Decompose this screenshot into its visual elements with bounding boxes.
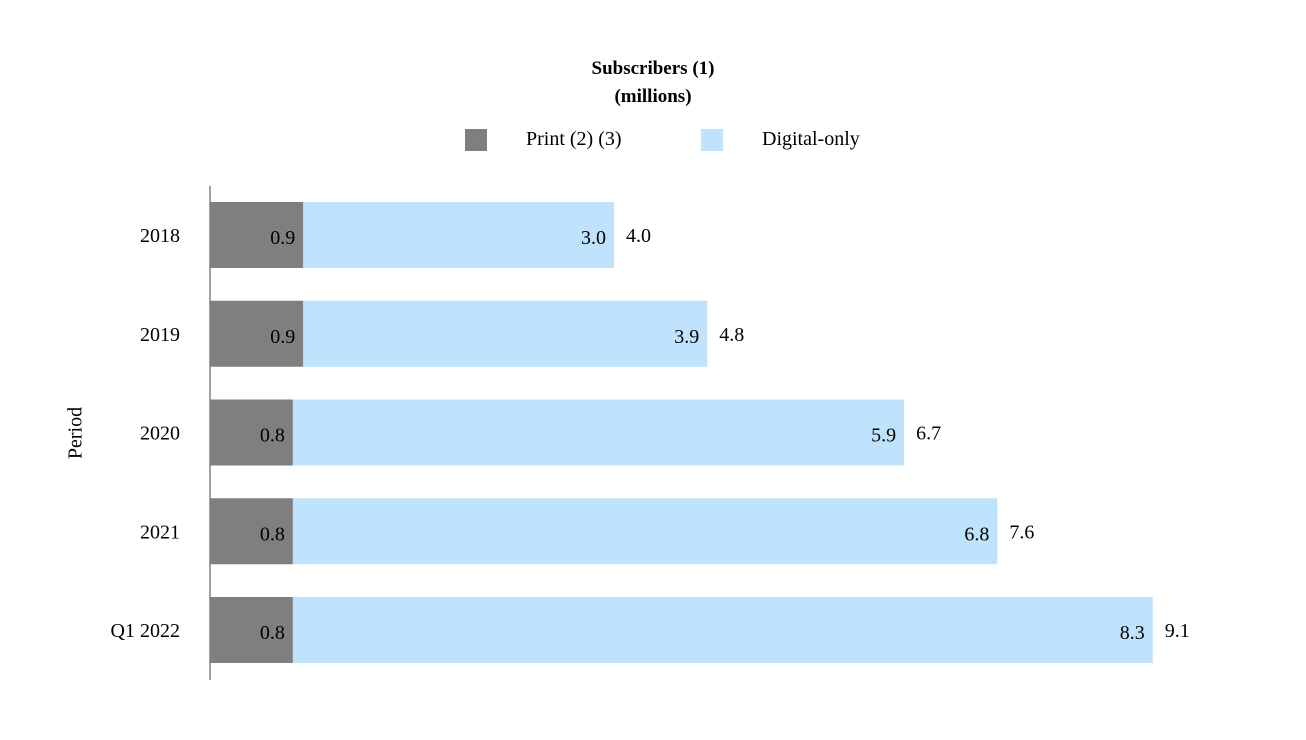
bar-print	[210, 202, 304, 268]
data-label: 6.8	[964, 523, 989, 545]
y-tick-label: Q1 2022	[111, 620, 180, 642]
data-label: 3.0	[581, 227, 606, 249]
bar-print	[210, 300, 304, 367]
bar-digital	[303, 300, 708, 367]
data-label: 0.9	[270, 227, 295, 249]
y-tick-label: 2021	[140, 521, 180, 543]
legend-swatch-print	[465, 128, 487, 151]
legend-item-print: Print (2) (3)	[465, 128, 622, 151]
total-label: 6.7	[916, 423, 941, 445]
data-label: 5.9	[871, 425, 896, 447]
data-label: 3.9	[674, 326, 699, 348]
bar-print	[210, 597, 293, 663]
bar-print	[210, 399, 293, 466]
total-label: 4.8	[719, 324, 744, 346]
bar-digital	[292, 399, 905, 466]
data-label: 8.3	[1120, 622, 1145, 644]
data-label: 0.9	[270, 326, 295, 348]
legend-label-digital: Digital-only	[762, 128, 860, 150]
y-tick-label: 2019	[140, 324, 180, 346]
total-label: 9.1	[1165, 620, 1190, 642]
y-tick-label: 2018	[140, 225, 180, 247]
bar-print	[210, 498, 293, 565]
bar-digital	[292, 498, 998, 565]
data-label: 0.8	[260, 523, 285, 545]
legend-label-print: Print (2) (3)	[526, 128, 622, 150]
total-label: 4.0	[626, 225, 651, 247]
legend-swatch-digital	[701, 128, 723, 151]
total-label: 7.6	[1009, 521, 1034, 543]
data-label: 0.8	[260, 425, 285, 447]
bar-digital	[292, 597, 1153, 663]
data-label: 0.8	[260, 622, 285, 644]
bar-digital	[303, 202, 615, 268]
legend-item-digital: Digital-only	[701, 128, 860, 151]
chart-subtitle: (millions)	[614, 86, 692, 107]
y-tick-label: 2020	[140, 423, 180, 445]
chart-title: Subscribers (1)	[591, 58, 715, 79]
